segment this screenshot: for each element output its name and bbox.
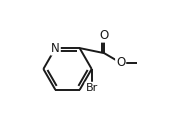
Text: O: O	[116, 56, 125, 69]
Text: O: O	[100, 29, 109, 42]
Text: N: N	[51, 42, 60, 55]
Text: Br: Br	[86, 83, 98, 93]
